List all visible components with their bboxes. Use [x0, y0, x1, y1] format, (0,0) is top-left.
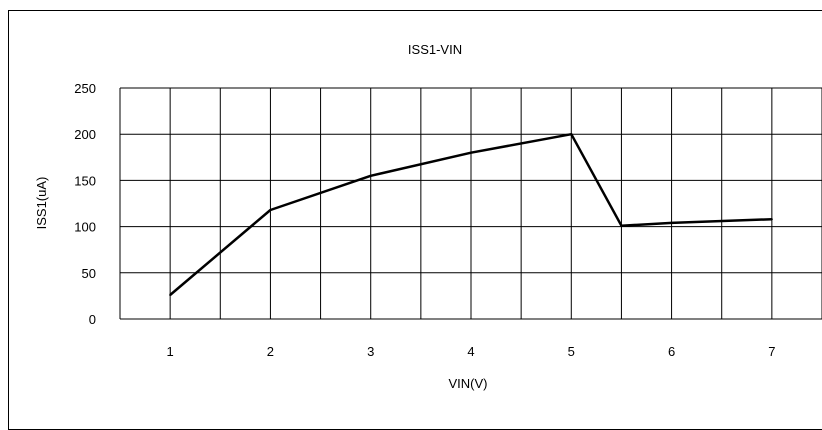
x-tick-label: 5	[568, 344, 575, 359]
y-tick-label: 0	[89, 312, 96, 327]
x-tick-label: 4	[467, 344, 474, 359]
data-point	[269, 208, 272, 211]
x-tick-label: 6	[668, 344, 675, 359]
series-layer	[169, 132, 773, 296]
y-tick-label: 200	[74, 127, 96, 142]
y-tick-label: 150	[74, 173, 96, 188]
data-point	[570, 133, 573, 136]
chart-title: ISS1-VIN	[408, 42, 462, 57]
y-axis-label: ISS1(uA)	[34, 177, 49, 230]
data-point	[470, 151, 472, 154]
tick-labels: 0 50 100 150 200 250 1 2 3 4 5 6 7	[74, 81, 775, 359]
y-tick-label: 250	[74, 81, 96, 96]
data-point	[169, 293, 172, 296]
chart-frame	[8, 10, 822, 430]
line-chart: ISS1-VIN VIN(V) ISS1(uA) 050100150200250…	[34, 42, 822, 391]
x-tick-label: 1	[167, 344, 174, 359]
data-point	[670, 221, 673, 224]
x-tick-label: 2	[267, 344, 274, 359]
data-point	[770, 218, 773, 221]
series-line	[169, 132, 772, 296]
data-point	[620, 224, 623, 227]
y-tick-label: 50	[82, 266, 96, 281]
x-tick-label: 3	[367, 344, 374, 359]
x-tick-label: 7	[768, 344, 775, 359]
data-point	[369, 174, 372, 177]
y-tick-label: 100	[74, 220, 96, 235]
grid	[119, 87, 822, 320]
x-axis-label: VIN(V)	[449, 376, 488, 391]
